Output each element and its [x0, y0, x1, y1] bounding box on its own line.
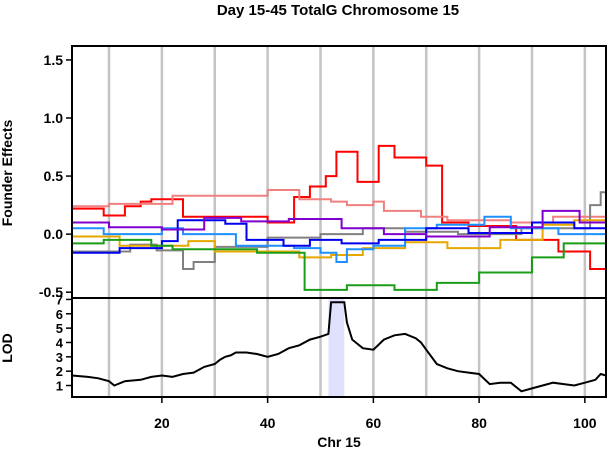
- x-tick-label: 80: [471, 415, 487, 431]
- founder-y-axis: -0.5 0.0 0.5 1.0 1.5: [39, 52, 72, 300]
- chart-title: Day 15-45 TotalG Chromosome 15: [217, 2, 459, 19]
- founder-line-4: [72, 219, 606, 259]
- founder-y-tick-label: 0.0: [44, 226, 64, 242]
- founder-y-tick-label: 1.5: [44, 52, 64, 68]
- founder-y-tick-label: 0.5: [44, 168, 64, 184]
- founder-y-tick-label: -0.5: [39, 284, 63, 300]
- x-tick-label: 60: [366, 415, 382, 431]
- x-tick-label: 20: [154, 415, 170, 431]
- lod-line-1: [71, 301, 607, 393]
- lod-y-tick-label: 3: [56, 350, 63, 365]
- lod-curve: [71, 301, 607, 393]
- founder-effect-lines: [72, 144, 606, 291]
- founder-y-tick-label: 1.0: [44, 110, 64, 126]
- founder-panel-frame: [71, 45, 607, 299]
- lod-panel-frame: [71, 297, 607, 398]
- founder-effects-panel: -0.5 0.0 0.5 1.0 1.5: [39, 45, 607, 300]
- lod-y-tick-label: 7: [56, 292, 63, 307]
- x-tick-label: 100: [573, 415, 597, 431]
- founder-line-6: [72, 219, 606, 254]
- lod-y-tick-label: 4: [56, 335, 64, 350]
- lod-peak-interval: [328, 298, 345, 397]
- lod-y-axis-title: LOD: [0, 333, 15, 363]
- founder-line-7: [72, 209, 606, 238]
- x-tick-label: 40: [260, 415, 276, 431]
- x-axis: 20 40 60 80 100: [154, 397, 597, 431]
- founder-y-axis-title: Founder Effects: [0, 120, 15, 227]
- x-axis-title: Chr 15: [317, 434, 361, 449]
- founder-line-5: [72, 215, 606, 263]
- founder-line-8: [72, 238, 606, 291]
- lod-y-tick-label: 2: [56, 364, 63, 379]
- founder-line-2: [72, 189, 606, 224]
- lod-y-tick-label: 1: [56, 379, 63, 394]
- lod-y-tick-label: 6: [56, 307, 63, 322]
- founder-line-1: [72, 144, 606, 270]
- lod-y-tick-label: 5: [56, 321, 63, 336]
